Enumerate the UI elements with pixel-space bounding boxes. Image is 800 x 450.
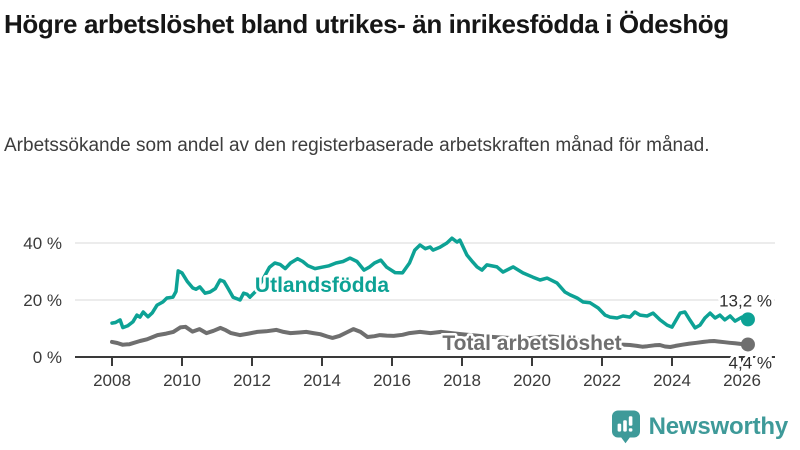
newsworthy-logo: Newsworthy <box>611 409 788 445</box>
unemployment-line-chart: 2008 2010 2012 2014 2016 2018 2020 2022 2024 2026… <box>23 234 775 390</box>
chart-title: Högre arbetslöshet bland utrikes- än inr… <box>4 9 729 39</box>
series-inline-labels: Utlandsfödda Total arbetslöshet <box>252 272 624 358</box>
x-tick-label: 2018 <box>443 371 481 390</box>
y-axis-labels: 0 % 20 % 40 % <box>23 234 62 367</box>
series-line <box>110 236 750 330</box>
x-tick-label: 2020 <box>513 371 551 390</box>
x-tick-label: 2012 <box>233 371 271 390</box>
series-end-value-labels: 13,2 % 4,4 % <box>716 288 775 375</box>
x-tick-label: 2016 <box>373 371 411 390</box>
series-end-dot <box>740 312 755 327</box>
newsworthy-logo-text: Newsworthy <box>648 413 789 440</box>
series-inline-label: Utlandsfödda <box>255 274 389 297</box>
series-inline-label: Total arbetslöshet <box>442 332 621 355</box>
x-tick-label: 2014 <box>303 371 341 390</box>
gridlines <box>75 242 775 301</box>
x-tick-label: 2008 <box>93 371 131 390</box>
series-line <box>110 324 750 349</box>
bar-chart-exclamation-glyph <box>617 416 633 432</box>
series-end-value-label: 13,2 % <box>719 291 772 310</box>
x-tick-label: 2010 <box>163 371 201 390</box>
series-end-markers <box>740 312 755 352</box>
chart-subtitle: Arbetssökande som andel av den registerb… <box>4 135 710 156</box>
y-tick-label: 0 % <box>33 348 62 367</box>
x-tick-label: 2026 <box>723 371 761 390</box>
x-tick-label: 2024 <box>653 371 691 390</box>
x-axis: 2008 2010 2012 2014 2016 2018 2020 2022 2024 2026 <box>75 356 775 390</box>
newsworthy-logo-icon <box>611 410 640 444</box>
series-end-value-label: 4,4 % <box>729 353 772 372</box>
y-tick-label: 20 % <box>23 291 62 310</box>
series-lines <box>110 236 750 349</box>
y-tick-label: 40 % <box>23 234 62 253</box>
x-tick-label: 2022 <box>583 371 621 390</box>
series-end-dot <box>740 337 755 352</box>
